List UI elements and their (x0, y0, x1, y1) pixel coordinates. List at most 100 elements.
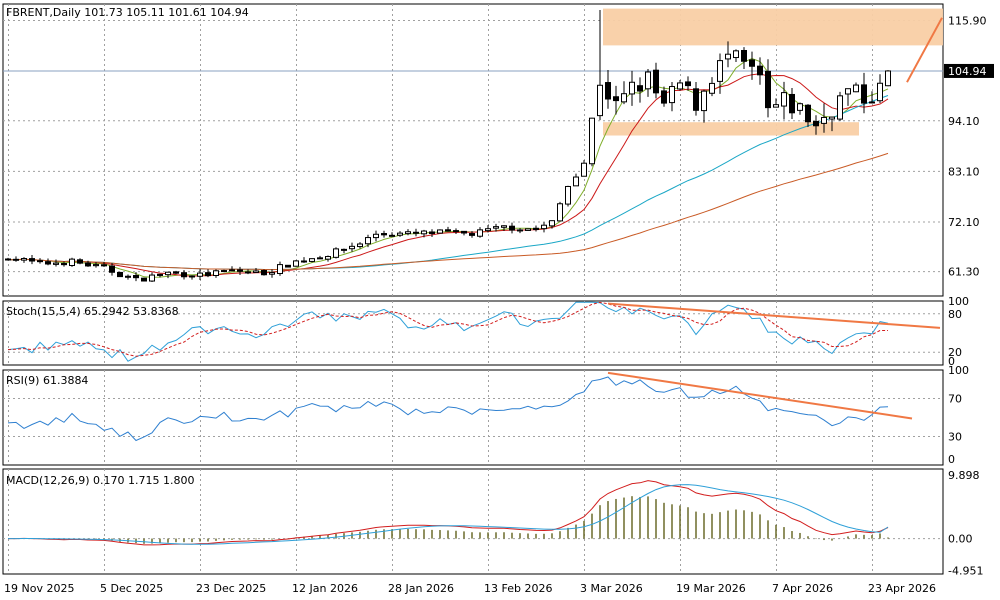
candle-bear (509, 225, 515, 231)
candle-bear (429, 231, 435, 234)
date-axis-tick: 7 Apr 2026 (772, 582, 833, 595)
date-axis-tick: 12 Jan 2026 (292, 582, 358, 595)
candle-bear (229, 269, 235, 272)
candle-bear (101, 264, 107, 267)
candle-bull (21, 258, 27, 261)
candle-bull (677, 82, 683, 90)
price-axis-tick: 115.90 (948, 15, 987, 28)
candle-bear (805, 104, 811, 123)
stochastic-header: Stoch(15,5,4) 65.2942 53.8368 (6, 305, 179, 318)
stochastic-oscillator (7, 301, 941, 362)
candle-bear (469, 233, 475, 236)
candle-bull (629, 81, 635, 95)
candle-bear (13, 258, 19, 261)
price-axis-tick: 83.10 (948, 165, 980, 178)
price-projection-line (906, 17, 943, 83)
candle-bull (725, 53, 731, 60)
price-axis-tick: 94.10 (948, 115, 980, 128)
stochastic-axis-tick: 20 (948, 346, 962, 359)
candle-bull (325, 256, 331, 260)
candle-bear (461, 230, 467, 234)
candle-bull (797, 103, 803, 111)
moving-average-10 (7, 73, 889, 277)
candle-bull (277, 264, 283, 275)
candle-bear (389, 234, 395, 237)
candle-bull (573, 176, 579, 187)
macd-axis-tick: 0.00 (948, 533, 973, 546)
candle-bull (853, 84, 859, 93)
candle-bear (117, 271, 123, 278)
candle-bull (669, 86, 675, 104)
candle-bear (261, 270, 267, 276)
date-axis-tick: 13 Feb 2026 (484, 582, 552, 595)
candle-bear (29, 258, 35, 262)
macd-axis-tick: 9.898 (948, 469, 980, 482)
candle-bull (821, 116, 827, 124)
candle-bull (581, 162, 587, 177)
candle-bull (885, 70, 891, 87)
rsi-axis-tick: 70 (948, 393, 962, 406)
candle-bear (789, 93, 795, 114)
date-axis-tick: 3 Mar 2026 (580, 582, 643, 595)
candle-bull (357, 243, 363, 248)
candle-bull (421, 230, 427, 235)
panel-frame-rsi (2, 369, 944, 466)
price-candles (5, 9, 891, 282)
candle-bull (837, 95, 843, 120)
candle-bull (165, 271, 171, 276)
candle-bear (693, 88, 699, 111)
candle-bull (877, 82, 883, 102)
candle-bear (637, 85, 643, 92)
candle-bear (181, 272, 187, 278)
stochastic-signal-line (7, 301, 888, 357)
candle-bear (173, 271, 179, 274)
candle-bear (757, 65, 763, 76)
resistance-zone (603, 8, 943, 46)
candle-bull (701, 90, 707, 112)
candle-bull (149, 274, 155, 282)
candle-bear (301, 260, 307, 263)
candle-bull (541, 224, 547, 230)
candle-bear (661, 90, 667, 104)
candle-bear (765, 70, 771, 109)
candle-bull (405, 231, 411, 235)
candle-bull (717, 60, 723, 82)
candle-bear (141, 277, 147, 282)
candle-bear (109, 265, 115, 273)
candle-bear (861, 84, 867, 104)
rsi-line (7, 376, 889, 442)
axis-labels: 115.9094.1083.1072.1061.30104.9410080200… (4, 15, 994, 595)
candle-bull (453, 230, 459, 233)
panel-frame-stoch (2, 300, 944, 366)
date-axis-tick: 5 Dec 2025 (100, 582, 163, 595)
stochastic-axis-tick: 100 (948, 295, 969, 308)
candle-bear (45, 261, 51, 265)
candle-bear (317, 257, 323, 260)
candle-bull (773, 104, 779, 108)
rsi-axis-tick: 30 (948, 431, 962, 444)
date-axis-tick: 28 Jan 2026 (388, 582, 454, 595)
candle-bear (749, 59, 755, 67)
candle-bear (77, 259, 83, 264)
grid-lines (3, 4, 943, 574)
date-axis-tick: 23 Apr 2026 (868, 582, 936, 595)
candle-bull (829, 116, 835, 120)
stochastic-divergence-line (607, 302, 941, 329)
candle-bull (477, 229, 483, 237)
candle-bear (685, 81, 691, 87)
candle-bear (157, 273, 163, 276)
rsi-divergence-line (607, 371, 913, 420)
panel-frame-macd (2, 468, 944, 575)
current-price-tag (944, 63, 994, 78)
panel-frame-price (2, 3, 944, 297)
candle-bear (5, 258, 11, 261)
price-panel-header: FBRENT,Daily 101.73 105.11 101.61 104.94 (6, 6, 249, 19)
candle-bull (93, 264, 99, 267)
current-price-label: 104.94 (948, 65, 987, 78)
candle-bull (397, 232, 403, 236)
macd-indicator (8, 480, 889, 546)
candle-bull (869, 101, 875, 104)
candle-bull (349, 245, 355, 250)
